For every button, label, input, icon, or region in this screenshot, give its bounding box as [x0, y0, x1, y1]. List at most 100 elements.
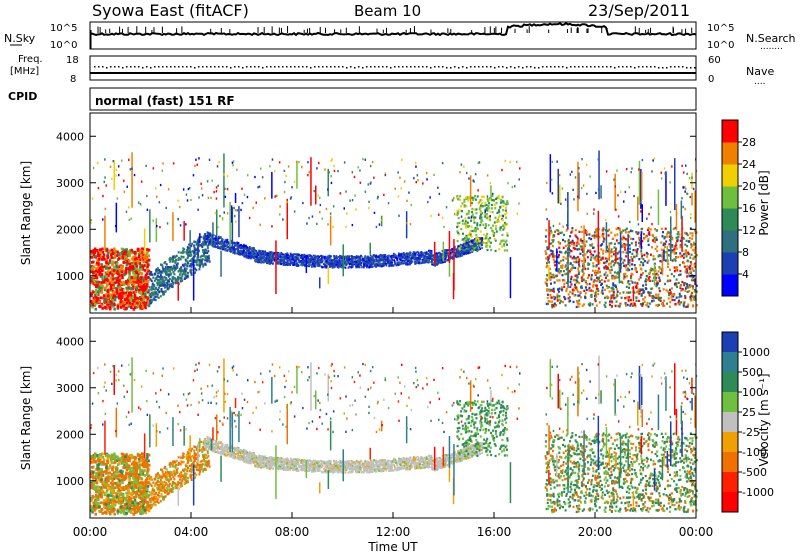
power-cell	[343, 257, 346, 260]
power-cell	[484, 204, 486, 207]
power-cell	[375, 259, 378, 262]
power-cell	[332, 262, 335, 265]
power-cell	[128, 276, 131, 280]
power-cell	[236, 242, 239, 245]
power-cell	[466, 196, 469, 200]
power-cell	[444, 260, 446, 263]
power-cell	[669, 268, 671, 271]
power-cell	[213, 244, 215, 247]
power-cell	[123, 298, 127, 302]
power-cell	[548, 257, 550, 260]
power-cell	[102, 276, 105, 279]
power-cell	[660, 271, 662, 275]
power-cell	[230, 248, 233, 251]
power-cell	[348, 259, 351, 262]
power-cell	[113, 296, 117, 299]
power-cell	[464, 236, 467, 239]
power-cell	[339, 262, 341, 264]
power-cell	[298, 259, 300, 262]
power-cell	[133, 295, 136, 299]
power-cell	[141, 292, 144, 296]
power-cell	[492, 232, 495, 235]
power-cell	[246, 254, 248, 257]
power-cell	[441, 261, 444, 264]
power-cell	[211, 235, 214, 237]
power-cell	[140, 250, 144, 254]
power-cell	[172, 258, 174, 261]
power-cell	[232, 252, 234, 254]
power-cell	[221, 245, 223, 248]
power-cell	[356, 259, 359, 262]
power-cell	[300, 257, 303, 259]
power-cell	[431, 262, 434, 264]
power-cell	[565, 287, 568, 291]
power-cell	[664, 243, 667, 246]
power-cell	[351, 261, 353, 264]
nave-dot	[390, 67, 392, 69]
power-cell	[100, 290, 104, 294]
power-cell	[357, 258, 360, 261]
power-cell	[118, 272, 121, 276]
power-cell	[467, 245, 470, 248]
power-cell	[462, 232, 464, 235]
power-cell	[468, 231, 471, 234]
power-cell	[565, 281, 568, 284]
power-cell	[128, 252, 131, 256]
power-cell	[447, 252, 450, 255]
power-cell	[217, 235, 220, 238]
power-cell	[163, 290, 166, 293]
power-cell	[289, 263, 291, 266]
power-cell	[171, 256, 174, 260]
power-cell	[163, 275, 166, 279]
nave-dot	[466, 67, 468, 69]
power-cell	[576, 237, 579, 240]
power-cell	[465, 239, 468, 242]
power-cell	[435, 258, 437, 261]
power-cell	[346, 257, 348, 260]
power-cell	[164, 261, 167, 264]
power-cell	[591, 234, 594, 238]
power-cell	[324, 260, 327, 262]
power-cell	[590, 289, 593, 292]
power-cell	[318, 264, 321, 267]
power-cell	[600, 258, 602, 261]
power-cell	[558, 250, 561, 253]
power-cell	[233, 244, 236, 247]
power-cell	[371, 259, 373, 262]
power-cell	[326, 258, 329, 261]
power-cell	[502, 200, 505, 203]
power-cell	[313, 262, 316, 265]
power-cell	[137, 297, 140, 300]
power-cell	[304, 260, 307, 263]
power-cell	[214, 238, 217, 241]
power-cell	[111, 274, 114, 277]
power-cell	[141, 247, 144, 251]
nave-dot	[610, 66, 612, 68]
power-cell	[93, 281, 97, 285]
power-cell	[628, 261, 631, 264]
nave-dot	[634, 67, 636, 69]
power-cell	[427, 254, 430, 257]
power-cell	[353, 263, 356, 266]
power-cell	[145, 260, 148, 263]
power-cell	[194, 240, 197, 244]
power-cell	[150, 287, 153, 291]
power-cell	[178, 256, 180, 260]
power-cell	[274, 251, 277, 254]
power-cell	[94, 295, 98, 299]
power-cell	[322, 255, 325, 258]
power-cell	[212, 245, 214, 248]
power-cell	[193, 255, 195, 258]
power-cell	[303, 259, 305, 262]
power-cell	[310, 264, 312, 266]
power-cell	[390, 258, 393, 261]
power-cell	[149, 295, 152, 298]
power-cell	[248, 256, 251, 258]
power-cell	[238, 250, 240, 253]
power-cell	[430, 255, 432, 258]
power-cell	[111, 279, 114, 283]
power-cell	[233, 252, 236, 255]
power-cell	[686, 245, 689, 248]
cpid-label: CPID	[8, 90, 37, 103]
power-cell	[368, 266, 370, 269]
